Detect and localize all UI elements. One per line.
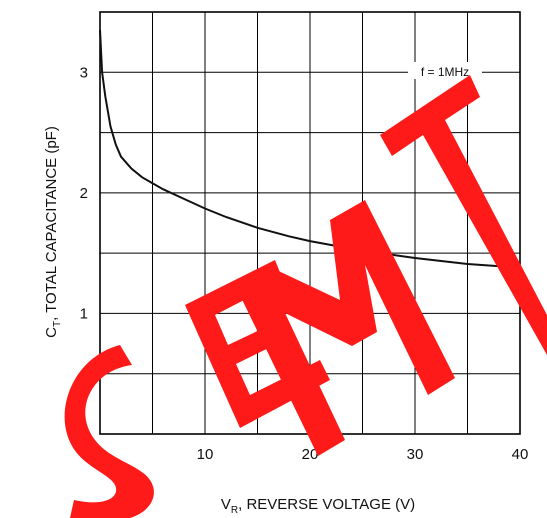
y-tick-label: 2 xyxy=(80,185,88,202)
watermark-logo xyxy=(64,75,547,518)
frequency-annotation: f = 1MHz xyxy=(421,65,469,79)
x-tick-label: 10 xyxy=(197,446,214,463)
x-tick-label: 40 xyxy=(512,446,529,463)
annotation-background xyxy=(408,62,482,79)
x-axis-label: VR, REVERSE VOLTAGE (V) xyxy=(221,496,415,516)
watermark-letter-s xyxy=(64,345,154,518)
x-tick-labels: 010203040 xyxy=(96,446,529,463)
watermark-letter-m xyxy=(235,200,455,456)
x-tick-label: 20 xyxy=(302,446,319,463)
y-tick-label: 3 xyxy=(80,64,88,81)
x-tick-label: 30 xyxy=(407,446,424,463)
y-tick-label: 1 xyxy=(80,305,88,322)
y-axis-label: CT, TOTAL CAPACITANCE (pF) xyxy=(43,126,63,338)
